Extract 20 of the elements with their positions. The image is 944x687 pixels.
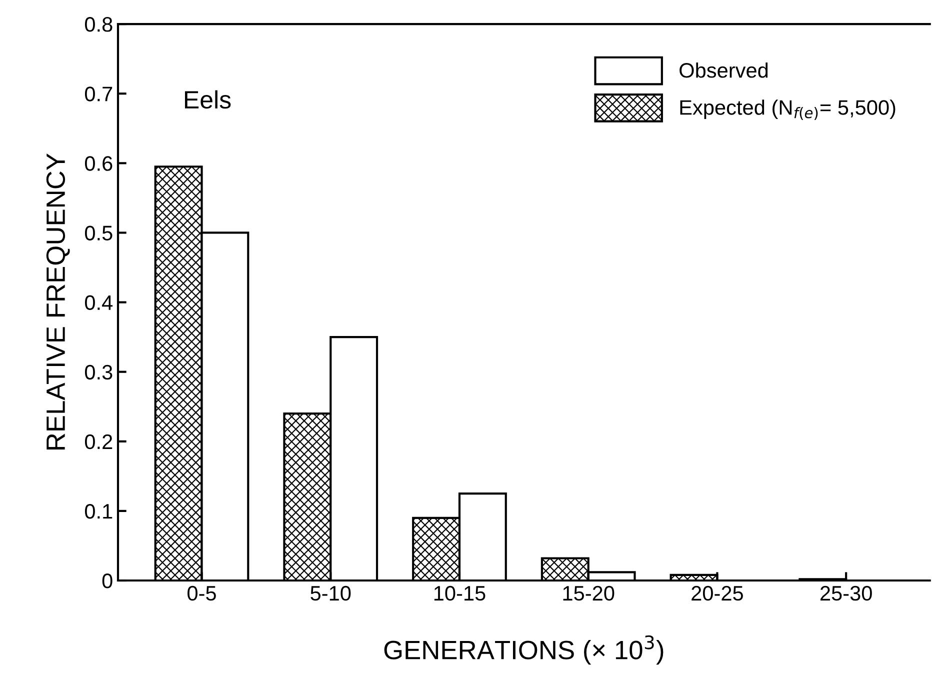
y-tick-label: 0.5 <box>84 226 112 240</box>
x-tick-label: 15-20 <box>563 586 614 601</box>
x-tick-label: 25-30 <box>820 586 872 601</box>
y-axis-title: RELATIVE FREQUENCY <box>46 154 70 450</box>
y-tick-label: 0.8 <box>84 17 112 32</box>
y-tick-label: 0.2 <box>84 434 112 450</box>
legend-label: Observed <box>680 62 768 78</box>
x-tick-label: 10-15 <box>434 586 486 601</box>
x-tick-label: 5-10 <box>310 586 351 601</box>
annotation: Eels <box>185 90 231 109</box>
y-tick-label: 0.1 <box>84 504 112 519</box>
y-tick-label: 0.4 <box>84 295 113 310</box>
y-tick-label: 0.6 <box>84 156 112 171</box>
x-tick-label: 0-5 <box>188 586 216 601</box>
x-tick-label: 20-25 <box>692 586 743 601</box>
legend-label: Expected (N$_{f(e)}$= 5,500) <box>680 100 896 120</box>
x-axis-title: GENERATIONS (× 10$^{3}$) <box>384 635 664 665</box>
y-tick-label: 0.3 <box>84 364 112 380</box>
y-tick-label: 0 <box>102 574 112 588</box>
y-tick-label: 0.7 <box>84 86 112 102</box>
